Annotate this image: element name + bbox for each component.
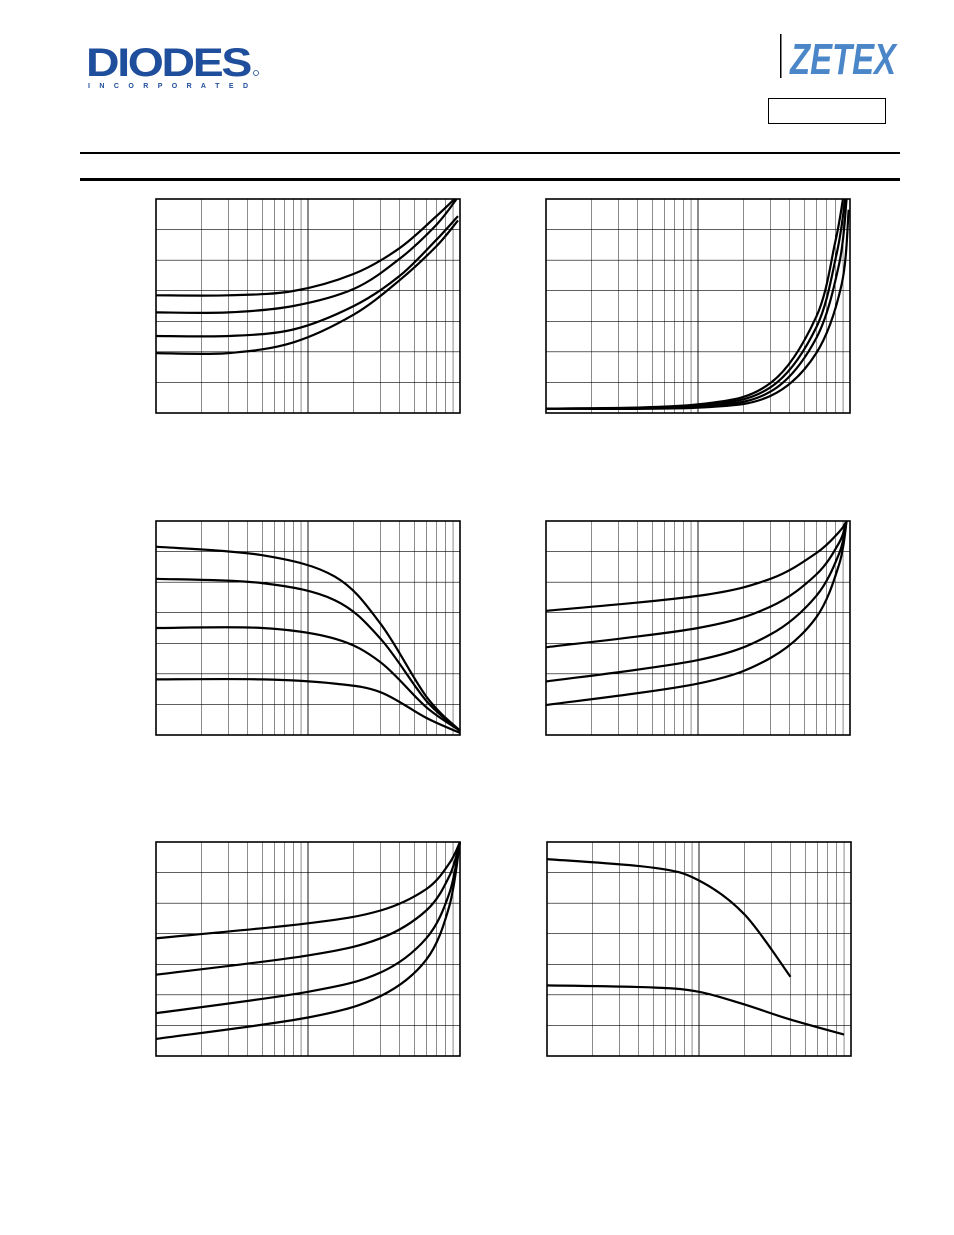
plot-frame	[545, 520, 851, 736]
grid	[155, 521, 460, 735]
plot-frame	[155, 841, 461, 1057]
series-line-3	[155, 215, 459, 338]
chart-2	[545, 198, 851, 414]
series-line-1	[155, 198, 456, 297]
chart-1	[155, 198, 461, 414]
series-line-4	[545, 520, 848, 707]
series-line-3	[155, 626, 461, 732]
chart-5	[155, 841, 461, 1057]
chart-2-plot	[545, 198, 851, 414]
series-line-1	[545, 520, 848, 612]
header-rule-top	[80, 152, 900, 154]
chart-1-plot	[155, 198, 461, 414]
series-line-3	[545, 520, 848, 683]
series-line-2	[155, 198, 458, 314]
chart-6	[546, 841, 852, 1057]
plot-frame	[546, 841, 852, 1057]
grid	[545, 199, 850, 413]
grid	[155, 199, 460, 413]
diodes-wordmark: DIODES	[86, 41, 252, 85]
series-line-4	[155, 841, 461, 1040]
series-line-2	[155, 841, 461, 976]
chart-3-plot	[155, 520, 461, 736]
chart-5-plot	[155, 841, 461, 1057]
plot-frame	[155, 198, 461, 414]
series-line-3	[155, 841, 461, 1015]
series-line-4	[155, 219, 459, 355]
series-line-2	[545, 198, 847, 410]
chart-6-plot	[546, 841, 852, 1057]
series-line-2	[546, 984, 845, 1036]
series-line-1	[155, 841, 461, 940]
series-line-4	[545, 209, 850, 411]
plot-frame	[545, 198, 851, 414]
zetex-wordmark: ZETEX	[789, 35, 898, 80]
series-line-3	[545, 198, 848, 410]
series-line-1	[546, 858, 792, 978]
series-line-4	[155, 677, 461, 734]
series-line-2	[545, 520, 848, 649]
zetex-logo: ZETEX	[780, 34, 898, 80]
chart-4-plot	[545, 520, 851, 736]
header-rule-bottom	[80, 178, 900, 181]
diodes-logo: DIODES I N C O R P O R A T E D	[86, 41, 259, 90]
part-number-box	[768, 98, 886, 124]
chart-3	[155, 520, 461, 736]
zetex-divider	[780, 34, 782, 78]
series-line-1	[155, 545, 461, 732]
diodes-subtitle: I N C O R P O R A T E D	[88, 83, 248, 90]
series-line-2	[155, 577, 461, 732]
chart-4	[545, 520, 851, 736]
